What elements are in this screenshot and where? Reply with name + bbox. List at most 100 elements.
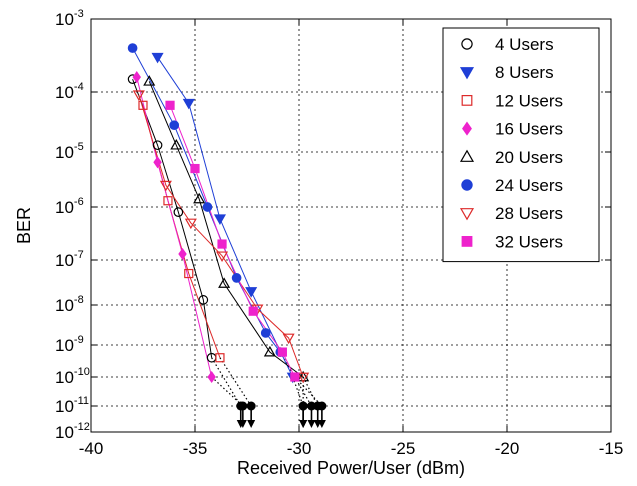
legend-marker	[462, 121, 472, 136]
y-tick-label: 10-12	[55, 421, 90, 442]
y-tick-exponent: -12	[74, 421, 90, 433]
legend-marker	[459, 208, 475, 221]
y-tick-label: 10-9	[55, 334, 84, 355]
y-tick-exponent: -7	[74, 249, 84, 261]
legend-label: 4 Users	[495, 35, 554, 54]
data-point	[153, 156, 162, 169]
data-point	[215, 353, 225, 363]
y-tick-label: 10-4	[55, 81, 84, 102]
data-point	[193, 192, 206, 204]
data-point	[143, 75, 156, 86]
extrapolation-line	[292, 376, 304, 407]
data-point	[132, 90, 145, 101]
x-tick-label: -35	[183, 439, 208, 458]
legend-label: 16 Users	[495, 120, 563, 139]
data-point	[151, 52, 164, 64]
legend-label: 24 Users	[495, 176, 563, 195]
data-point	[263, 345, 276, 357]
series-line	[136, 76, 213, 378]
x-tick-label: -15	[599, 439, 624, 458]
data-point	[159, 180, 172, 192]
data-point	[184, 268, 194, 279]
data-point	[132, 71, 141, 84]
plot-frame	[90, 18, 612, 433]
extrapolation-line	[211, 357, 242, 407]
y-tick-exponent: -4	[74, 81, 84, 93]
series-line	[157, 56, 294, 378]
y-tick-base: 10	[55, 143, 74, 162]
data-point	[297, 370, 310, 382]
y-tick-exponent: -5	[74, 141, 84, 153]
y-tick-exponent: -3	[74, 8, 84, 20]
legend-marker	[459, 67, 475, 80]
data-point	[245, 287, 258, 298]
extrapolation-line	[211, 376, 244, 407]
legend: 4 Users 8 Users 12 Users 16 Users 20 Users 24…	[442, 27, 600, 263]
down-arrow-head	[299, 420, 308, 428]
y-tick-exponent: -9	[74, 334, 84, 346]
x-axis-ticks: -40 -35 -30 -25 -20 -15	[79, 19, 624, 458]
data-point	[202, 202, 213, 212]
extrapolation-line	[302, 376, 319, 407]
legend-label: 28 Users	[495, 204, 563, 223]
x-tick-label: -20	[495, 439, 520, 458]
data-point	[169, 120, 180, 131]
y-tick-label: 10-8	[55, 294, 84, 315]
y-tick-base: 10	[55, 83, 74, 102]
y-tick-base: 10	[55, 423, 74, 442]
down-arrow-head	[238, 420, 247, 428]
series-markers	[127, 43, 310, 384]
series-lines	[132, 47, 304, 378]
data-point	[152, 140, 163, 151]
down-arrow-head	[247, 420, 256, 428]
data-point	[282, 333, 295, 345]
extrapolation-lines	[211, 351, 327, 428]
extrapolation-line	[219, 357, 252, 407]
y-tick-base: 10	[55, 198, 74, 217]
legend-box	[442, 27, 600, 263]
data-point	[163, 196, 173, 206]
series-line	[138, 94, 304, 378]
y-tick-base: 10	[55, 336, 74, 355]
legend-marker	[461, 38, 473, 50]
data-point	[173, 207, 184, 217]
data-point	[248, 306, 258, 316]
legend-label: 8 Users	[495, 63, 554, 82]
extrapolation-line	[294, 376, 323, 407]
legend-label: 32 Users	[495, 232, 563, 251]
y-axis-ticks: 10-310-410-510-610-710-810-910-1010-1110…	[55, 8, 611, 442]
data-point	[127, 43, 138, 53]
data-point	[178, 247, 187, 261]
y-tick-label: 10-5	[55, 141, 84, 162]
data-point	[182, 98, 195, 110]
data-point	[277, 347, 287, 357]
y-axis-label: BER	[14, 207, 34, 244]
data-point	[198, 295, 209, 305]
legend-label: 20 Users	[495, 148, 563, 167]
data-point	[260, 328, 271, 338]
y-tick-exponent: -6	[74, 196, 84, 208]
data-point	[207, 370, 216, 384]
down-arrow-head	[307, 420, 316, 428]
y-tick-base: 10	[55, 10, 74, 29]
x-axis-label: Received Power/User (dBm)	[237, 458, 465, 478]
y-tick-exponent: -8	[74, 294, 84, 306]
y-tick-exponent: -10	[74, 366, 90, 378]
data-point	[297, 372, 310, 384]
y-tick-label: 10-6	[55, 196, 84, 217]
y-tick-label: 10-3	[55, 8, 84, 29]
data-point	[217, 239, 227, 249]
data-point	[218, 277, 231, 288]
data-point	[184, 218, 197, 230]
y-tick-label: 10-10	[55, 366, 90, 387]
y-tick-label: 10-11	[55, 395, 89, 416]
y-tick-label: 10-7	[55, 249, 84, 270]
y-tick-base: 10	[55, 397, 74, 416]
data-point	[190, 163, 200, 174]
y-tick-base: 10	[55, 368, 74, 387]
x-tick-label: -30	[287, 439, 312, 458]
data-point	[138, 100, 148, 110]
legend-marker	[461, 94, 473, 106]
y-tick-base: 10	[55, 296, 74, 315]
